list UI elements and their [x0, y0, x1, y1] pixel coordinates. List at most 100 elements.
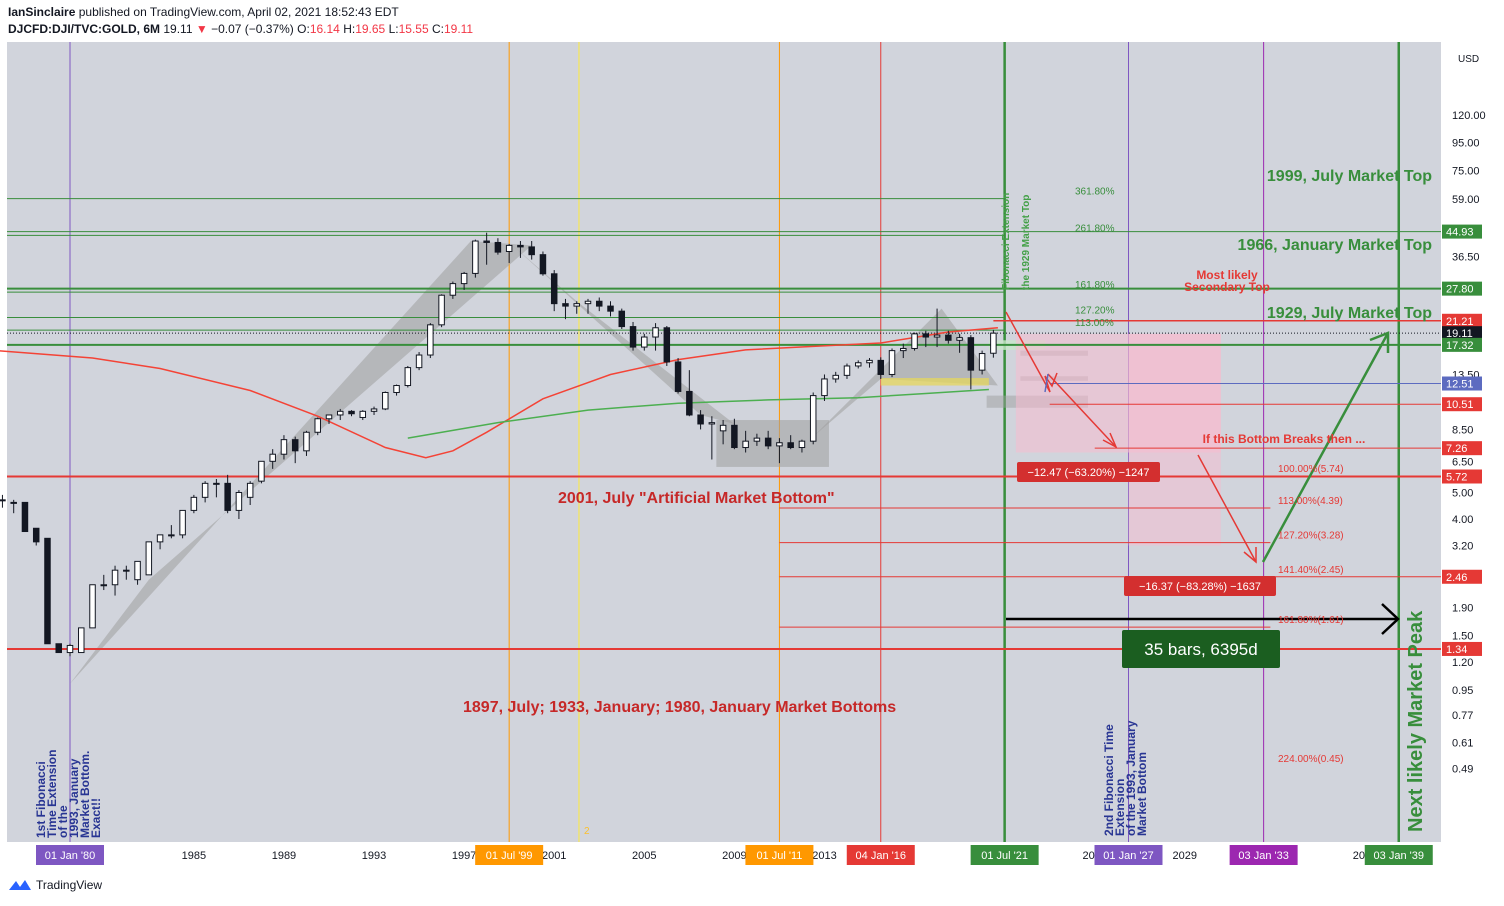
- price-badge-bg: [1442, 326, 1482, 341]
- price-badge: 10.51: [1446, 399, 1474, 411]
- annotation-1966-top: 1966, January Market Top: [1238, 237, 1433, 254]
- candle-body: [967, 337, 975, 371]
- price-badge: 2.46: [1446, 572, 1467, 584]
- bars-badge: 35 bars, 6395d: [1144, 640, 1257, 659]
- candle-body: [708, 422, 716, 425]
- price-badge-bg: [1442, 397, 1482, 412]
- annotation-next-peak: Next likely Market Peak: [1405, 610, 1427, 832]
- candle-body: [697, 414, 704, 425]
- candle-body: [280, 439, 288, 455]
- arrow-down-3-head: [1243, 547, 1257, 564]
- fib-label-lower: 100.00%(5.74): [1278, 464, 1344, 475]
- annotation-1929-top: 1929, July Market Top: [1267, 305, 1432, 322]
- time-tick-label: 1997: [452, 850, 476, 862]
- measure-badge-1-bg: [1017, 462, 1160, 482]
- annotation-1999-top: 1999, July Market Top: [1267, 168, 1432, 185]
- time-badge-bg: [1094, 845, 1163, 865]
- measure-zone-2: [1128, 333, 1221, 546]
- arrow-small-blue: [1044, 373, 1049, 393]
- annotation-artificial-bottom: 2001, July "Artificial Market Bottom": [558, 490, 835, 507]
- tradingview-footer: TradingView: [8, 878, 102, 892]
- price-badge: 7.26: [1446, 443, 1467, 455]
- price-tick-label: 4.00: [1452, 514, 1473, 526]
- price-tick-label: 0.95: [1452, 685, 1473, 697]
- time-badge: 03 Jan '39: [1374, 850, 1424, 862]
- candle-body: [325, 414, 333, 420]
- publish-line: IanSinclaire published on TradingView.co…: [8, 5, 399, 19]
- candle-body: [427, 324, 434, 356]
- fib-label-lower: 141.40%(2.45): [1278, 565, 1344, 576]
- candle-body: [44, 537, 51, 645]
- bars-badge-bg: [1122, 630, 1280, 668]
- price-badge-bg: [1442, 376, 1482, 391]
- fib-label-lower: 224.00%(0.45): [1278, 754, 1344, 765]
- fib-label-upper: 161.80%: [1075, 280, 1115, 291]
- candle-body: [877, 359, 885, 375]
- candle-body: [483, 240, 490, 243]
- candle-body: [843, 365, 851, 376]
- price-tick-label: 1.90: [1452, 602, 1473, 614]
- price-tick-label: 1.50: [1452, 631, 1473, 643]
- annotation-1st-fib-time-line: 1993, January: [67, 758, 81, 838]
- candle-body: [978, 353, 986, 371]
- candle-body: [607, 305, 614, 312]
- time-badge: 01 Jul '11: [756, 850, 802, 862]
- candle-body: [596, 300, 603, 307]
- candle-body: [674, 361, 682, 392]
- candle-body: [821, 378, 828, 397]
- annotation-2nd-fib-time-line: of the 1993, January: [1124, 720, 1138, 836]
- time-tick-label: 2009: [722, 850, 746, 862]
- annotation-small-2: 2: [584, 826, 590, 837]
- candle-body: [787, 442, 794, 449]
- annotation-1st-fib-time-line: of the: [56, 805, 70, 838]
- price-tick-label: 5.00: [1452, 487, 1473, 499]
- price-badge-bg: [1442, 224, 1482, 239]
- measure-badge-1: −12.47 (−63.20%) −1247: [1027, 467, 1149, 479]
- price-badge-bg: [1442, 281, 1482, 296]
- ohlc-line: DJCFD:DJI/TVC:GOLD, 6M 19.11 ▼ −0.07 (−0…: [8, 22, 473, 36]
- annotation-secondary-top: Secondary Top: [1184, 280, 1270, 294]
- candle-body: [438, 294, 445, 326]
- candle-body: [562, 303, 569, 307]
- price-badge-bg: [1442, 641, 1482, 656]
- candle-body: [156, 534, 164, 543]
- pattern-triangle-rise: [70, 241, 532, 684]
- price-badge: 19.11: [1446, 328, 1473, 340]
- candle-body: [460, 272, 468, 285]
- time-badge: 01 Jan '27: [1103, 850, 1153, 862]
- candle-body: [314, 418, 321, 433]
- candle-body: [472, 240, 479, 274]
- candle-body: [911, 333, 918, 349]
- price-tick-label: 6.50: [1452, 456, 1473, 468]
- arrow-down-3: [1197, 454, 1257, 563]
- price-badge: 21.21: [1446, 316, 1474, 328]
- price-badge: 5.72: [1446, 472, 1467, 484]
- annotation-1st-fib-time-line: 1st Fibonacci: [34, 761, 48, 838]
- currency-label: USD: [1458, 54, 1479, 65]
- time-badge-bg: [970, 845, 1039, 865]
- annotation-next-peak-line: Next likely Market Peak: [1405, 610, 1427, 832]
- symbol-label[interactable]: DJCFD:DJI/TVC:GOLD, 6M: [8, 22, 161, 36]
- tradingview-brand: TradingView: [36, 878, 103, 892]
- candle-body: [179, 509, 186, 536]
- arrow-up-green-head: [1369, 331, 1390, 353]
- open-label: O:: [297, 22, 310, 36]
- fib-label-upper: 361.80%: [1075, 187, 1115, 198]
- candle-body: [0, 499, 6, 502]
- chart-header: IanSinclaire published on TradingView.co…: [0, 0, 1504, 42]
- candle-body: [10, 501, 17, 504]
- candle-body: [100, 584, 108, 587]
- time-tick-label: 1989: [272, 850, 296, 862]
- publisher-name[interactable]: IanSinclaire: [8, 5, 76, 19]
- candle-body: [123, 569, 130, 572]
- candle-body: [494, 241, 502, 253]
- fib-label-upper: 261.80%: [1075, 223, 1115, 234]
- candle-body: [337, 410, 344, 416]
- time-tick-label: 2013: [812, 850, 836, 862]
- candle-body: [764, 437, 772, 447]
- time-axis-area: [7, 842, 1441, 870]
- annotation-market-bottoms: 1897, July; 1933, January; 1980, January…: [463, 699, 896, 716]
- candle-body: [990, 332, 997, 354]
